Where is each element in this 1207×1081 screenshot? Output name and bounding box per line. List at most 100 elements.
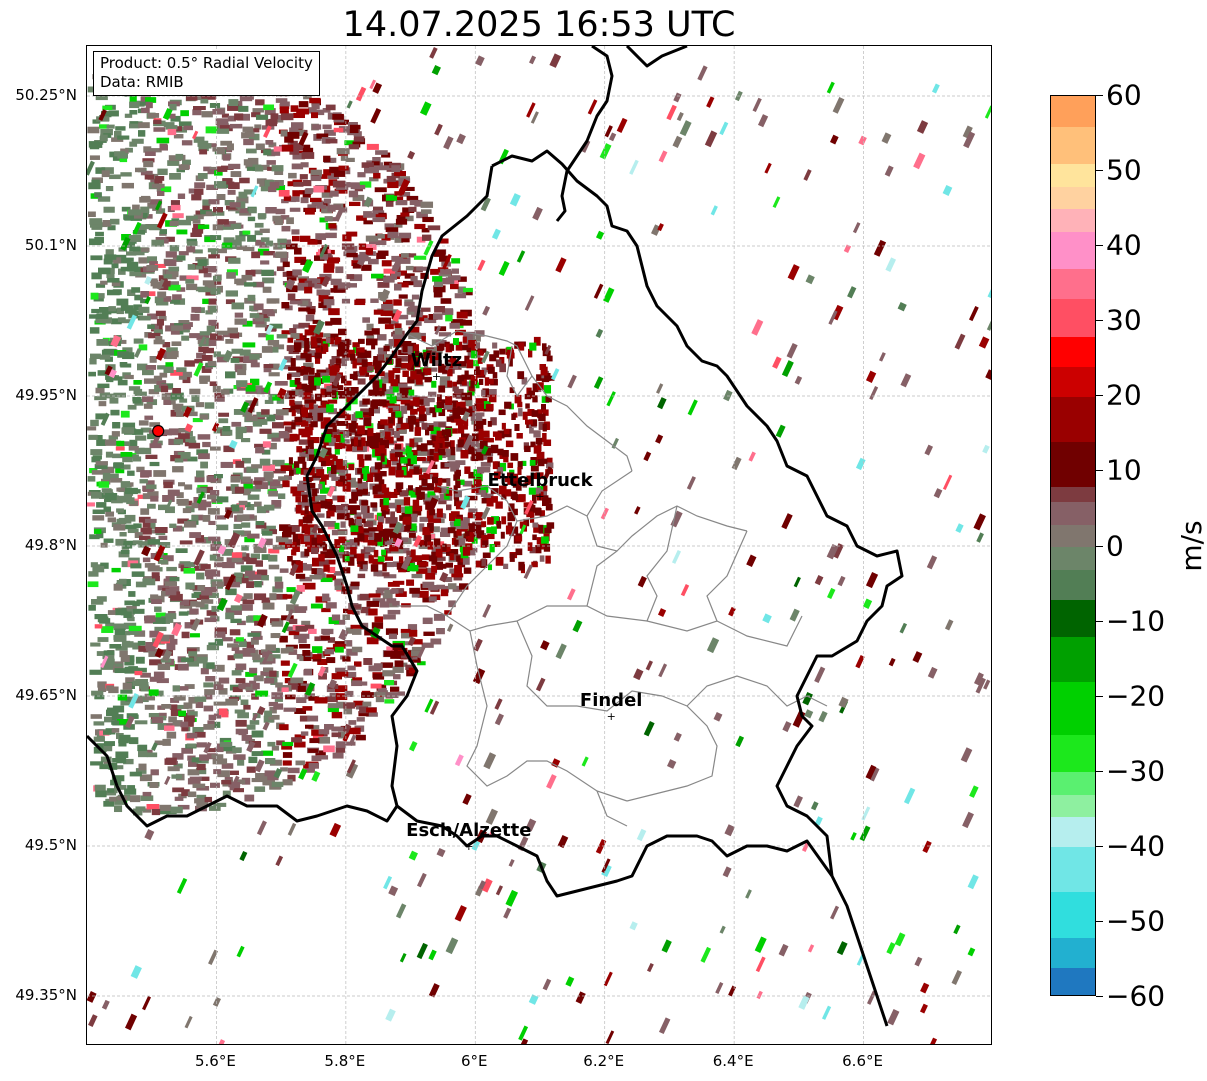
- radar-echo-pixel: [539, 555, 545, 562]
- radar-echo-pixel: [181, 335, 190, 341]
- radar-echo-pixel: [144, 415, 154, 420]
- radar-echo-pixel: [111, 714, 124, 720]
- radar-echo-pixel: [464, 495, 478, 501]
- radar-echo-pixel: [417, 661, 426, 666]
- radar-echo-pixel: [211, 605, 220, 612]
- radar-echo-pixel: [405, 186, 415, 192]
- radar-echo-pixel: [158, 535, 168, 541]
- radar-echo-pixel: [916, 120, 929, 134]
- radar-echo-pixel: [246, 740, 256, 753]
- radar-echo-pixel: [299, 633, 310, 639]
- radar-echo-pixel: [407, 624, 418, 631]
- radar-echo-pixel: [153, 127, 166, 132]
- radar-echo-pixel: [236, 386, 247, 391]
- radar-map[interactable]: +Wiltz+Ettelbruck+Findel+Esch/Alzette: [87, 46, 992, 1045]
- radar-echo-pixel: [90, 255, 103, 261]
- radar-echo-pixel: [134, 630, 146, 637]
- radar-echo-pixel: [352, 254, 366, 261]
- radar-echo-pixel: [311, 103, 320, 110]
- radar-echo-pixel: [120, 172, 132, 177]
- map-panel[interactable]: + Wiltz + Ettelbruck + Findel + Esch/Alzette: [86, 45, 992, 1045]
- radar-echo-pixel: [128, 630, 140, 635]
- radar-echo-pixel: [148, 713, 160, 718]
- radar-echo-pixel: [299, 451, 310, 457]
- radar-echo-pixel: [234, 650, 244, 657]
- radar-echo-pixel: [376, 371, 385, 377]
- radar-echo-pixel: [295, 561, 303, 570]
- radar-echo-pixel: [481, 558, 487, 567]
- radar-echo-pixel: [517, 461, 523, 470]
- radar-echo-pixel: [280, 465, 293, 472]
- radar-echo-pixel: [289, 207, 301, 212]
- radar-echo-pixel: [298, 768, 308, 780]
- radar-echo-pixel: [244, 131, 255, 138]
- radar-echo-pixel: [422, 234, 432, 241]
- radar-echo-pixel: [359, 553, 372, 559]
- radar-echo-pixel: [320, 577, 333, 583]
- radar-echo-pixel: [207, 169, 217, 175]
- radar-echo-pixel: [271, 692, 283, 700]
- radar-echo-pixel: [157, 723, 167, 730]
- radar-echo-pixel: [323, 333, 331, 338]
- radar-echo-pixel: [396, 356, 409, 362]
- radar-echo-pixel: [490, 488, 499, 494]
- radar-echo-pixel: [345, 473, 352, 480]
- radar-echo-pixel: [190, 232, 202, 238]
- radar-echo-pixel: [261, 409, 270, 415]
- radar-echo-pixel: [859, 825, 871, 842]
- radar-echo-pixel: [147, 491, 159, 499]
- radar-echo-pixel: [87, 86, 97, 93]
- radar-echo-pixel: [294, 420, 306, 426]
- radar-echo-pixel: [354, 299, 366, 306]
- radar-echo-pixel: [227, 532, 241, 549]
- radar-echo-pixel: [279, 635, 288, 643]
- radar-echo-pixel: [931, 83, 940, 94]
- radar-echo-pixel: [338, 731, 347, 739]
- radar-echo-pixel: [268, 548, 280, 554]
- radar-echo-pixel: [324, 434, 332, 443]
- radar-echo-pixel: [212, 996, 221, 1007]
- radar-echo-pixel: [221, 429, 233, 436]
- radar-echo-pixel: [377, 347, 387, 355]
- radar-echo-pixel: [439, 571, 449, 583]
- radar-echo-pixel: [305, 314, 315, 322]
- radar-echo-pixel: [289, 127, 299, 134]
- radar-echo-pixel: [601, 858, 611, 873]
- radar-echo-pixel: [413, 255, 427, 260]
- radar-echo-pixel: [156, 678, 169, 684]
- radar-echo-pixel: [147, 503, 156, 509]
- radar-echo-pixel: [137, 494, 148, 499]
- radar-echo-pixel: [346, 100, 353, 109]
- radar-echo-pixel: [171, 341, 182, 346]
- radar-echo-pixel: [323, 198, 332, 204]
- radar-echo-pixel: [444, 462, 455, 468]
- radar-echo-pixel: [167, 489, 180, 496]
- radar-echo-pixel: [129, 246, 141, 252]
- radar-echo-pixel: [114, 805, 123, 813]
- radar-echo-pixel: [428, 425, 434, 432]
- radar-echo-pixel: [439, 478, 449, 483]
- radar-echo-pixel: [366, 712, 378, 717]
- radar-echo-pixel: [422, 527, 430, 536]
- radar-echo-pixel: [433, 538, 441, 547]
- radar-echo-pixel: [252, 682, 260, 690]
- radar-echo-pixel: [361, 162, 374, 168]
- radar-echo-pixel: [310, 175, 322, 182]
- radar-echo-pixel: [292, 538, 301, 547]
- radar-echo-pixel: [518, 1025, 529, 1041]
- radar-echo-pixel: [490, 417, 497, 426]
- radar-echo-pixel: [429, 407, 436, 414]
- radar-echo-pixel: [557, 834, 569, 849]
- radar-echo-pixel: [291, 163, 304, 170]
- radar-echo-pixel: [445, 562, 454, 568]
- radar-echo-pixel: [165, 506, 175, 514]
- radar-echo-pixel: [315, 332, 324, 338]
- radar-echo-pixel: [134, 212, 143, 219]
- radar-echo-pixel: [196, 470, 205, 478]
- radar-echo-pixel: [406, 355, 417, 371]
- radar-echo-pixel: [231, 302, 245, 310]
- radar-echo-pixel: [724, 824, 735, 837]
- product-info-box: Product: 0.5° Radial Velocity Data: RMIB: [93, 51, 320, 96]
- radar-echo-pixel: [196, 352, 206, 359]
- radar-echo-pixel: [658, 150, 668, 163]
